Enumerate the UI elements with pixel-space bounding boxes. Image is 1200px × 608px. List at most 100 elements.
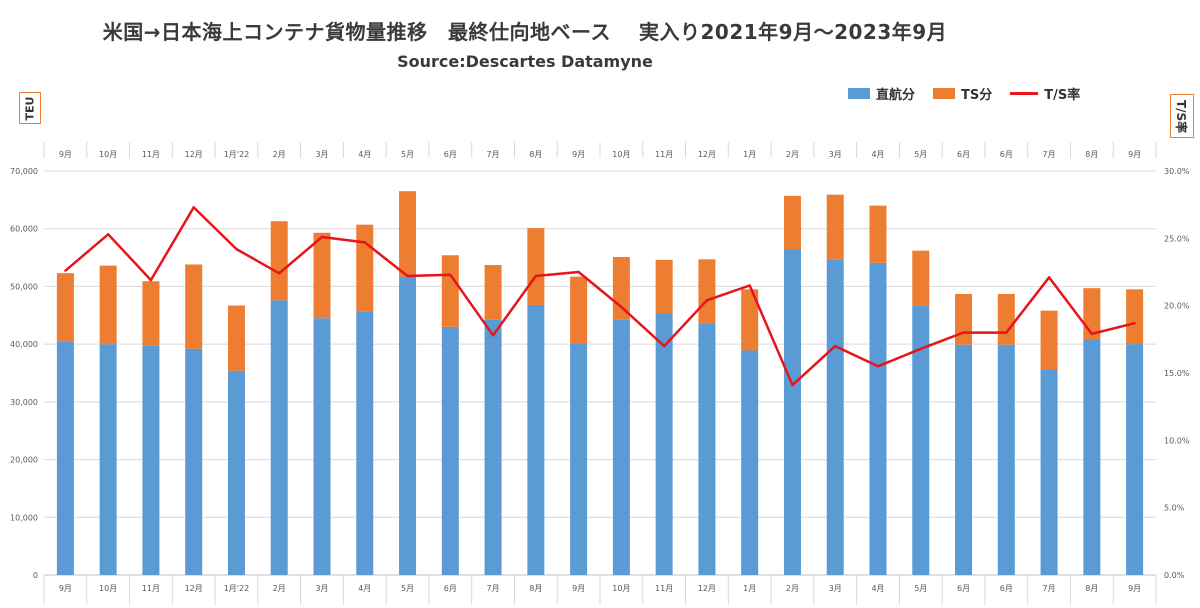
- bar-direct: [313, 318, 331, 575]
- ts-ratio-point: [534, 274, 538, 278]
- chart-subtitle: Source:Descartes Datamyne: [397, 52, 653, 71]
- right-axis-tick-label: 15.0%: [1164, 369, 1190, 378]
- bottom-category-label: 1月'22: [224, 584, 249, 593]
- bottom-category-label: 3月: [829, 584, 842, 593]
- bar-ts: [227, 305, 245, 371]
- bar-direct: [142, 345, 160, 575]
- right-axis-tick-label: 25.0%: [1164, 234, 1190, 243]
- bottom-category-label: 9月: [572, 584, 585, 593]
- bar-direct: [570, 343, 588, 575]
- bottom-category-label: 12月: [698, 584, 716, 593]
- bar-direct: [227, 370, 245, 575]
- top-category-label: 12月: [698, 150, 716, 159]
- bar-ts: [99, 265, 117, 345]
- ts-ratio-point: [64, 269, 67, 272]
- top-category-label: 11月: [142, 150, 160, 159]
- top-category-label: 6月: [957, 150, 970, 159]
- ts-ratio-point: [449, 273, 452, 276]
- left-axis-tick-label: 30,000: [10, 398, 38, 407]
- ts-ratio-point: [876, 365, 880, 368]
- bottom-category-label: 10月: [612, 584, 630, 593]
- bottom-category-label: 2月: [273, 584, 286, 593]
- right-axis-tick-label: 10.0%: [1164, 436, 1190, 445]
- bottom-category-label: 7月: [487, 584, 500, 593]
- ts-ratio-point: [320, 235, 324, 239]
- ts-ratio-point: [1133, 321, 1136, 325]
- bar-direct: [655, 313, 673, 575]
- top-category-label: 5月: [914, 150, 927, 159]
- bar-ts: [570, 276, 588, 344]
- bar-ts: [869, 205, 887, 263]
- bar-ts: [142, 281, 160, 346]
- legend: 直航分 TS分 T/S率: [848, 84, 1098, 103]
- bar-direct: [1083, 339, 1101, 575]
- bar-direct: [1126, 344, 1144, 575]
- ts-ratio-point: [1090, 332, 1094, 336]
- bar-direct: [56, 341, 74, 575]
- ts-ratio-point: [791, 383, 794, 387]
- bar-ts: [185, 264, 203, 349]
- ts-ratio-point: [834, 344, 837, 348]
- bottom-category-label: 8月: [529, 584, 542, 593]
- left-axis-tick-label: 60,000: [10, 225, 38, 234]
- top-category-label: 8月: [1085, 150, 1098, 159]
- bar-ts: [270, 221, 288, 301]
- bar-direct: [99, 344, 117, 575]
- right-axis-unit-box: T/S率: [1170, 94, 1194, 138]
- bottom-category-label: 3月: [315, 584, 328, 593]
- bar-ts: [399, 191, 417, 277]
- legend-label-ts: TS分: [961, 88, 993, 103]
- ts-ratio-point: [278, 272, 281, 275]
- bar-ts: [741, 289, 759, 351]
- left-axis-tick-label: 50,000: [10, 282, 38, 291]
- top-category-label: 4月: [871, 150, 884, 159]
- left-axis-tick-label: 40,000: [10, 340, 38, 349]
- bar-ts: [955, 293, 973, 345]
- ts-ratio-point: [705, 299, 709, 302]
- bottom-category-label: 9月: [59, 584, 72, 593]
- bar-ts: [313, 232, 331, 319]
- bottom-category-label: 6月: [1000, 584, 1013, 593]
- bar-ts: [1040, 310, 1058, 370]
- ts-ratio-point: [1047, 276, 1051, 279]
- bottom-category-label: 10月: [99, 584, 117, 593]
- top-category-label: 12月: [185, 150, 203, 159]
- bottom-category-label: 2月: [786, 584, 799, 593]
- top-category-label: 6月: [444, 150, 457, 159]
- ts-ratio-point: [748, 284, 751, 287]
- top-category-label: 3月: [829, 150, 842, 159]
- right-axis-tick-label: 20.0%: [1164, 302, 1190, 311]
- bottom-category-label: 12月: [185, 584, 203, 593]
- bar-ts: [1126, 289, 1144, 345]
- bar-direct: [698, 323, 716, 575]
- bar-ts: [612, 256, 630, 320]
- legend-item-ts: TS分: [933, 84, 992, 103]
- bar-ts: [783, 195, 801, 250]
- bar-direct: [912, 306, 930, 575]
- bar-direct: [869, 262, 887, 575]
- right-axis-tick-label: 5.0%: [1164, 504, 1185, 513]
- ts-ratio-point: [235, 247, 238, 251]
- bar-ts: [56, 273, 74, 342]
- top-category-label: 4月: [358, 150, 371, 159]
- left-axis-tick-label: 0: [33, 571, 38, 580]
- top-category-label: 10月: [612, 150, 630, 159]
- legend-swatch-ratio: [1010, 92, 1039, 95]
- bar-direct: [270, 300, 288, 575]
- top-category-label: 6月: [1000, 150, 1013, 159]
- ts-ratio-point: [149, 278, 153, 282]
- bar-direct: [612, 319, 630, 575]
- ts-ratio-point: [192, 206, 195, 209]
- bar-ts: [527, 228, 545, 305]
- legend-label-ratio: T/S率: [1044, 88, 1081, 103]
- right-axis-tick-label: 0.0%: [1164, 571, 1185, 580]
- bar-direct: [356, 311, 374, 575]
- bottom-category-label: 6月: [957, 584, 970, 593]
- bottom-category-label: 6月: [444, 584, 457, 593]
- bottom-category-label: 5月: [401, 584, 414, 593]
- bottom-category-label: 8月: [1085, 584, 1098, 593]
- ts-ratio-line: [64, 206, 1135, 387]
- bar-direct: [741, 350, 759, 575]
- top-category-label: 9月: [59, 150, 72, 159]
- bar-direct: [1040, 369, 1058, 575]
